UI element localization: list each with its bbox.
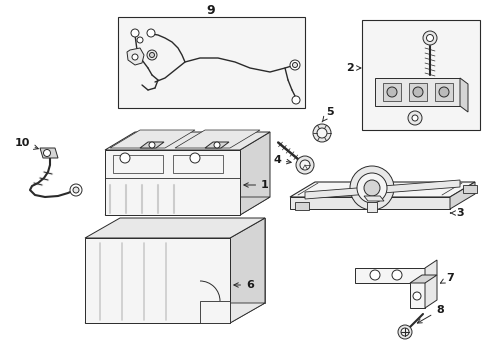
Polygon shape xyxy=(366,202,376,212)
Circle shape xyxy=(43,149,50,157)
Polygon shape xyxy=(305,180,459,199)
Circle shape xyxy=(132,54,138,60)
Polygon shape xyxy=(289,182,474,197)
Text: 1: 1 xyxy=(244,180,268,190)
Bar xyxy=(382,83,400,101)
Circle shape xyxy=(412,87,422,97)
Circle shape xyxy=(147,50,157,60)
Polygon shape xyxy=(204,142,228,148)
Bar xyxy=(113,155,163,173)
Circle shape xyxy=(426,35,433,41)
Polygon shape xyxy=(120,218,264,303)
Polygon shape xyxy=(140,142,163,148)
Circle shape xyxy=(422,31,436,45)
Polygon shape xyxy=(105,132,269,150)
Bar xyxy=(361,20,479,130)
Circle shape xyxy=(299,160,309,170)
Polygon shape xyxy=(175,130,260,148)
Circle shape xyxy=(349,166,393,210)
Text: 9: 9 xyxy=(206,4,215,17)
Bar xyxy=(462,185,476,193)
Circle shape xyxy=(356,173,386,203)
Bar xyxy=(434,83,452,101)
Text: 10: 10 xyxy=(14,138,38,149)
Polygon shape xyxy=(85,238,229,323)
Circle shape xyxy=(391,270,401,280)
Bar xyxy=(408,83,426,101)
Polygon shape xyxy=(85,303,264,323)
Circle shape xyxy=(411,115,417,121)
Circle shape xyxy=(149,53,154,58)
Polygon shape xyxy=(127,48,143,65)
Circle shape xyxy=(386,87,396,97)
Circle shape xyxy=(149,142,155,148)
Polygon shape xyxy=(409,275,436,283)
Circle shape xyxy=(312,124,330,142)
Circle shape xyxy=(295,156,313,174)
Circle shape xyxy=(412,292,420,300)
Circle shape xyxy=(137,37,142,43)
Circle shape xyxy=(147,29,155,37)
Circle shape xyxy=(131,29,139,37)
Polygon shape xyxy=(363,196,383,201)
Text: 3: 3 xyxy=(449,208,463,218)
Circle shape xyxy=(73,187,79,193)
Circle shape xyxy=(363,180,379,196)
Polygon shape xyxy=(110,130,195,148)
Polygon shape xyxy=(354,268,424,308)
Text: 4: 4 xyxy=(272,155,290,165)
Text: 6: 6 xyxy=(233,280,253,290)
Polygon shape xyxy=(424,260,436,308)
Circle shape xyxy=(214,142,220,148)
Text: 7: 7 xyxy=(440,273,453,283)
Polygon shape xyxy=(85,218,264,238)
Polygon shape xyxy=(105,197,269,215)
Bar xyxy=(294,202,308,210)
Bar xyxy=(118,17,305,108)
Text: 5: 5 xyxy=(322,107,333,122)
Circle shape xyxy=(70,184,82,196)
Polygon shape xyxy=(240,132,269,215)
Circle shape xyxy=(120,153,130,163)
Circle shape xyxy=(289,60,299,70)
Circle shape xyxy=(316,128,326,138)
Circle shape xyxy=(291,96,299,104)
Circle shape xyxy=(438,87,448,97)
Circle shape xyxy=(407,111,421,125)
Circle shape xyxy=(397,325,411,339)
Circle shape xyxy=(400,328,408,336)
Bar xyxy=(173,155,223,173)
Circle shape xyxy=(190,153,200,163)
Circle shape xyxy=(369,270,379,280)
Polygon shape xyxy=(40,148,58,158)
Polygon shape xyxy=(459,78,467,112)
Circle shape xyxy=(292,63,297,68)
Polygon shape xyxy=(229,218,264,323)
Polygon shape xyxy=(449,182,474,209)
Text: 8: 8 xyxy=(416,305,443,323)
Polygon shape xyxy=(200,301,229,323)
Polygon shape xyxy=(289,197,449,209)
Text: 2: 2 xyxy=(346,63,360,73)
Polygon shape xyxy=(374,78,459,106)
Polygon shape xyxy=(105,150,240,215)
